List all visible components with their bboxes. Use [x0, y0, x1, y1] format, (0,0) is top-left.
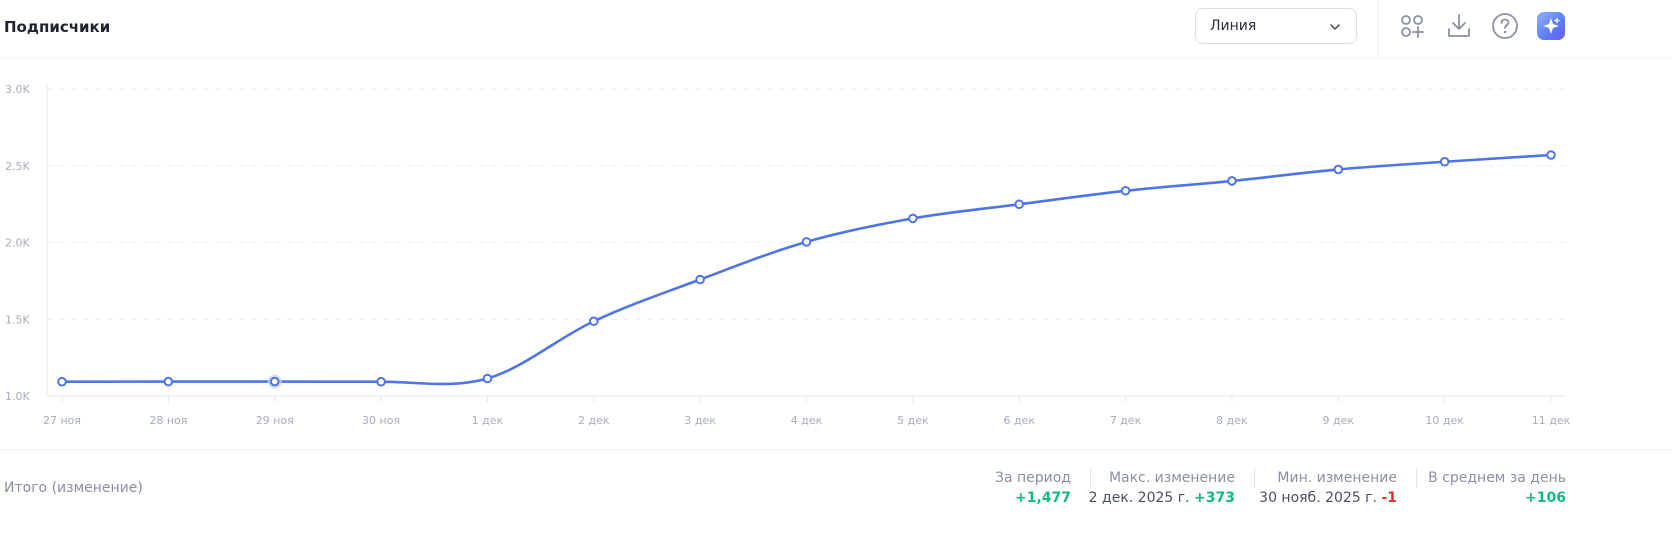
chart-type-select[interactable]: Линия [1195, 8, 1357, 44]
data-point [1333, 164, 1344, 175]
data-point [1439, 156, 1450, 167]
stat-value: -1 [1381, 490, 1397, 506]
header-divider [1378, 0, 1379, 58]
summary-footer: Итого (изменение) За период +1,477 Макс.… [0, 449, 1672, 559]
x-tick-label: 28 ноя [149, 414, 187, 427]
series-line [61, 153, 1552, 386]
data-point [801, 237, 812, 247]
y-tick-label: 1.5K [5, 313, 30, 326]
chevron-down-icon [1330, 24, 1340, 30]
help-icon[interactable] [1491, 12, 1519, 40]
stat-title: Мин. изменение [1277, 470, 1397, 486]
stat-value-line: +106 [1428, 490, 1566, 506]
y-tick-label: 2.5K [5, 160, 30, 173]
stat-divider [1254, 468, 1255, 488]
summary-label: Итого (изменение) [4, 480, 143, 496]
stat-value: +373 [1194, 490, 1235, 506]
x-tick-label: 5 дек [897, 414, 929, 427]
stat-period: За период +1,477 [995, 470, 1071, 506]
x-tick-label: 3 дек [684, 414, 716, 427]
chart-header: Подписчики Линия [0, 0, 1672, 59]
ai-sparkle-icon [1543, 17, 1561, 34]
data-point [376, 376, 386, 387]
y-tick-label: 1.0K [5, 390, 30, 403]
data-point [1014, 199, 1025, 210]
y-tick-label: 2.0K [5, 237, 30, 250]
x-tick-label: 30 ноя [362, 414, 400, 427]
data-point [588, 316, 599, 327]
data-point [1227, 176, 1237, 186]
stat-daily-average: В среднем за день +106 [1428, 470, 1566, 506]
stat-value-line: +1,477 [995, 490, 1071, 506]
x-tick-label: 10 дек [1425, 414, 1464, 427]
x-tick-label: 6 дек [1003, 414, 1035, 427]
stat-title: В среднем за день [1428, 470, 1566, 486]
x-tick-label: 8 дек [1216, 414, 1248, 427]
x-tick-label: 29 ноя [256, 414, 294, 427]
x-tick-label: 27 ноя [43, 414, 81, 427]
stat-value-line: 2 дек. 2025 г. +373 [1089, 490, 1235, 506]
x-tick-label: 4 дек [791, 414, 823, 427]
stat-min-change: Мин. изменение 30 нояб. 2025 г. -1 [1259, 470, 1397, 506]
y-tick-label: 3.0K [5, 83, 30, 96]
apps-plus-icon[interactable] [1398, 12, 1426, 40]
stat-divider [1090, 468, 1091, 488]
data-point [57, 376, 67, 387]
stat-date: 2 дек. 2025 г. [1088, 490, 1190, 506]
x-tick-label: 1 дек [472, 414, 504, 427]
data-point [482, 373, 493, 384]
data-point [1546, 150, 1556, 160]
chart-area: 1.0K 1.5K 2.0K 2.5K 3.0K 27 ноя 28 ноя 29 ноя 30… [0, 59, 1672, 449]
stat-divider [1416, 468, 1417, 488]
stat-title: За период [994, 470, 1071, 486]
data-point [269, 376, 280, 387]
line-chart: 1.0K 1.5K 2.0K 2.5K 3.0K 27 ноя 28 ноя 29 ноя 30… [5, 83, 1571, 427]
stat-max-change: Макс. изменение 2 дек. 2025 г. +373 [1089, 470, 1235, 506]
download-icon[interactable] [1445, 12, 1473, 40]
stat-value: +1,477 [1014, 490, 1071, 506]
x-tick-label: 11 дек [1532, 414, 1571, 427]
x-tick-label: 7 дек [1110, 414, 1142, 427]
stat-title: Макс. изменение [1108, 470, 1235, 486]
data-point [1120, 185, 1131, 196]
stat-value-line: 30 нояб. 2025 г. -1 [1259, 490, 1397, 506]
chart-type-select-value: Линия [1210, 18, 1257, 34]
chart-title: Подписчики [4, 18, 111, 36]
data-point [163, 376, 174, 387]
ai-assistant-button[interactable] [1537, 12, 1565, 40]
data-point [908, 213, 918, 224]
x-tick-label: 9 дек [1323, 414, 1355, 427]
stat-value: +106 [1525, 490, 1566, 506]
stat-date: 30 нояб. 2025 г. [1259, 490, 1377, 506]
x-tick-label: 2 дек [578, 414, 610, 427]
data-point [695, 274, 705, 285]
